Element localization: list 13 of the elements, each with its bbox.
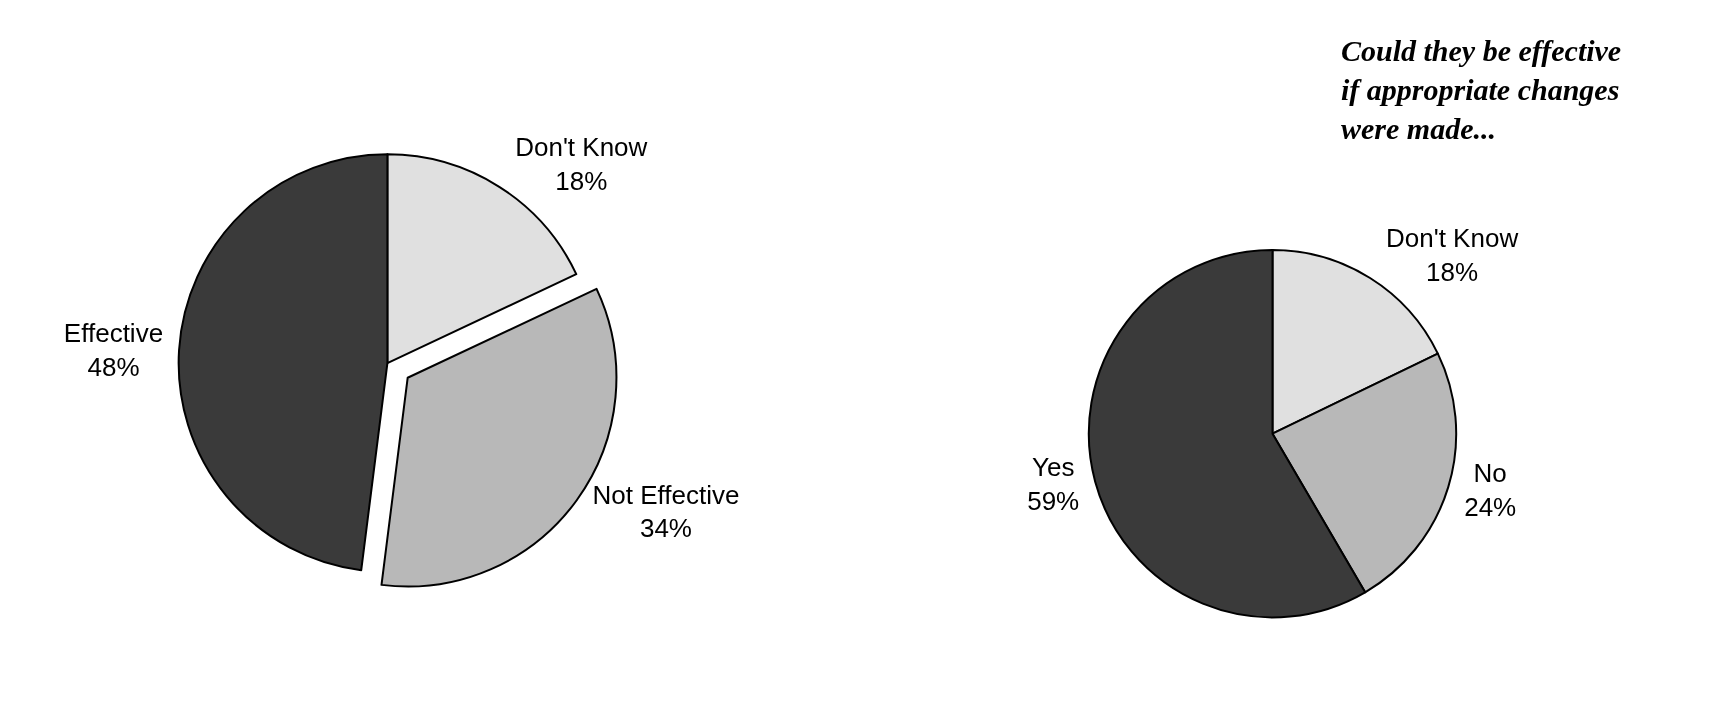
slice-label: Effective	[63, 317, 164, 348]
data-label: 59%	[1027, 485, 1080, 516]
data-label: 48%	[87, 351, 140, 382]
slice-label: Don't Know	[1386, 223, 1519, 254]
data-label: 24%	[1464, 491, 1517, 522]
slice-label: No	[1473, 457, 1507, 488]
slice-label: Don't Know	[515, 132, 648, 163]
slice-label: Yes	[1032, 451, 1075, 482]
data-label: 34%	[639, 513, 692, 544]
chart-title: Could they be effective if appropriate changes were made...	[1341, 34, 1622, 145]
slice-label: Not Effective	[592, 479, 740, 510]
data-label: 18%	[555, 165, 608, 196]
data-label: 18%	[1426, 257, 1479, 288]
